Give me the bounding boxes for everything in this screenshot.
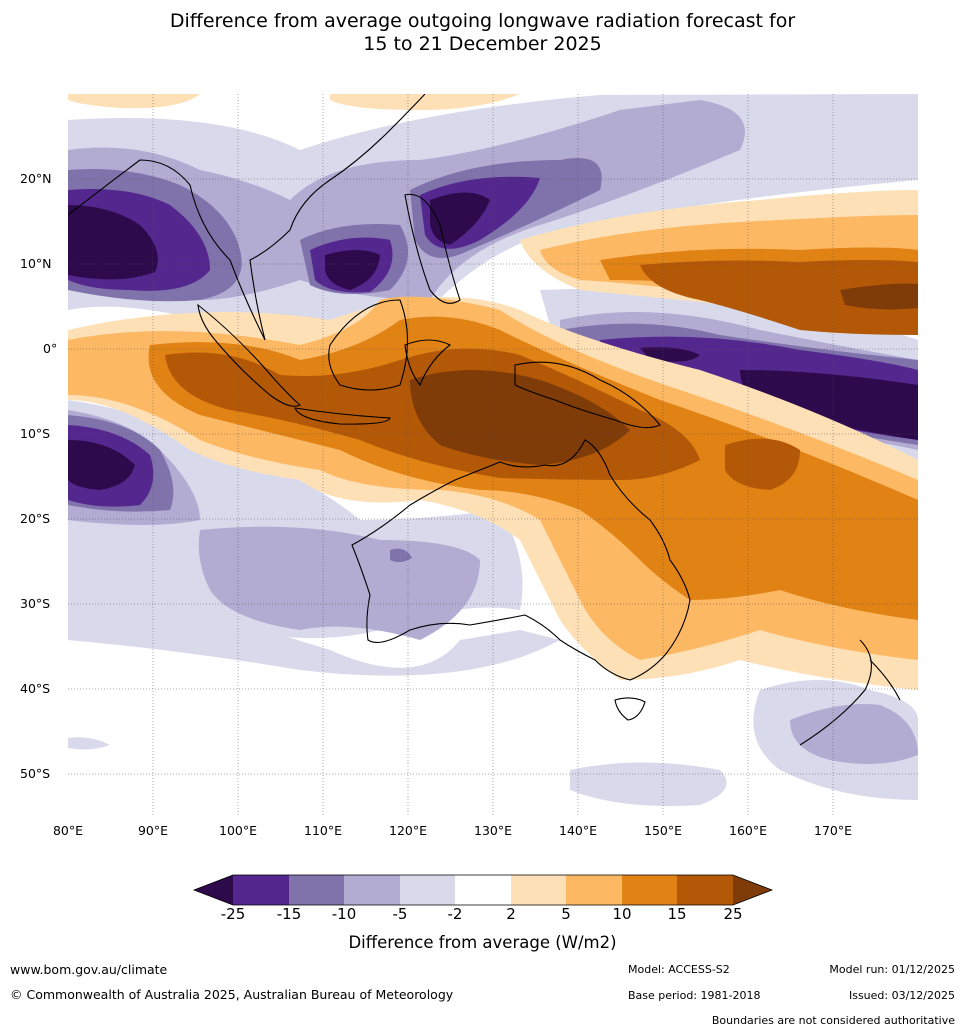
lon-label-120e: 120°E <box>388 823 428 838</box>
lon-label-130e: 130°E <box>473 823 513 838</box>
lat-label-40s: 40°S <box>20 681 51 696</box>
issued-date: Issued: 03/12/2025 <box>848 989 955 1002</box>
lat-label-20s: 20°S <box>20 511 51 526</box>
philippines-coastline <box>404 193 461 304</box>
colorbar-extend-high <box>733 875 772 905</box>
tasmania-coastline <box>614 697 646 721</box>
colorbar-swatch-2 <box>289 875 344 905</box>
lat-label-equator: 0° <box>43 341 58 356</box>
colorbar-tick-2: 2 <box>506 905 516 923</box>
asia-mainland-coastline <box>68 94 426 341</box>
lon-label-140e: 140°E <box>558 823 598 838</box>
model-name: Model: ACCESS-S2 <box>628 963 730 976</box>
new-guinea-coastline <box>514 361 661 429</box>
new-zealand-coastline <box>799 639 901 746</box>
colorbar-tick--15: -15 <box>276 905 302 923</box>
colorbar-swatches <box>192 874 774 906</box>
colorbar-swatch-9 <box>677 875 733 905</box>
lat-label-10s: 10°S <box>20 426 51 441</box>
lon-label-150e: 150°E <box>643 823 683 838</box>
colorbar-swatch-6 <box>511 875 566 905</box>
colorbar-swatch-1 <box>233 875 289 905</box>
anomaly-map <box>68 94 918 816</box>
map-panel: 20°N 10°N 0° 10°S 20°S 30°S 40°S 50°S 80… <box>20 94 918 838</box>
colorbar-swatch-5 <box>455 875 511 905</box>
lon-label-90e: 90°E <box>137 823 169 838</box>
sulawesi-coastline <box>404 339 452 387</box>
coastlines <box>68 94 901 746</box>
colorbar-tick-10: 10 <box>612 905 632 923</box>
model-run-date: Model run: 01/12/2025 <box>829 963 955 976</box>
colorbar-outline <box>192 874 774 906</box>
lat-label-30s: 30°S <box>20 596 51 611</box>
lon-label-170e: 170°E <box>813 823 853 838</box>
anomaly-band-darkest-purple <box>68 192 918 490</box>
website-link[interactable]: www.bom.gov.au/climate <box>10 962 168 977</box>
lat-label-20n: 20°N <box>20 171 52 186</box>
java-coastline <box>294 407 391 425</box>
map-fields <box>68 94 918 816</box>
borneo-coastline <box>328 299 409 391</box>
boundaries-disclaimer: Boundaries are not considered authoritat… <box>711 1014 955 1027</box>
lat-label-10n: 10°N <box>20 256 52 271</box>
colorbar-swatch-7 <box>566 875 622 905</box>
colorbar-tick--2: -2 <box>447 905 463 923</box>
lon-label-100e: 100°E <box>218 823 258 838</box>
anomaly-band-dark-brown <box>410 283 918 465</box>
colorbar-tick-25: 25 <box>723 905 743 923</box>
australia-coastline <box>351 439 691 681</box>
colorbar <box>0 860 965 930</box>
lon-label-80e: 80°E <box>52 823 84 838</box>
colorbar-extend-low <box>194 875 233 905</box>
chart-title: Difference from average outgoing longwav… <box>0 10 965 56</box>
colorbar-tick--10: -10 <box>331 905 357 923</box>
graticule <box>68 94 918 816</box>
colorbar-tick--25: -25 <box>220 905 246 923</box>
colorbar-label: Difference from average (W/m2) <box>348 933 617 952</box>
colorbar-tick-15: 15 <box>667 905 687 923</box>
colorbar-swatch-8 <box>622 875 677 905</box>
lat-label-50s: 50°S <box>20 766 51 781</box>
colorbar-tick-5: 5 <box>561 905 571 923</box>
lon-label-110e: 110°E <box>303 823 343 838</box>
sumatra-coastline <box>197 303 301 407</box>
base-period: Base period: 1981-2018 <box>628 989 761 1002</box>
lon-label-160e: 160°E <box>728 823 768 838</box>
title-line-2: 15 to 21 December 2025 <box>363 33 602 55</box>
colorbar-tick--5: -5 <box>392 905 408 923</box>
colorbar-swatch-4 <box>400 875 455 905</box>
colorbar-swatch-3 <box>344 875 400 905</box>
copyright-notice: © Commonwealth of Australia 2025, Austra… <box>10 987 454 1002</box>
title-line-1: Difference from average outgoing longwav… <box>169 10 796 32</box>
